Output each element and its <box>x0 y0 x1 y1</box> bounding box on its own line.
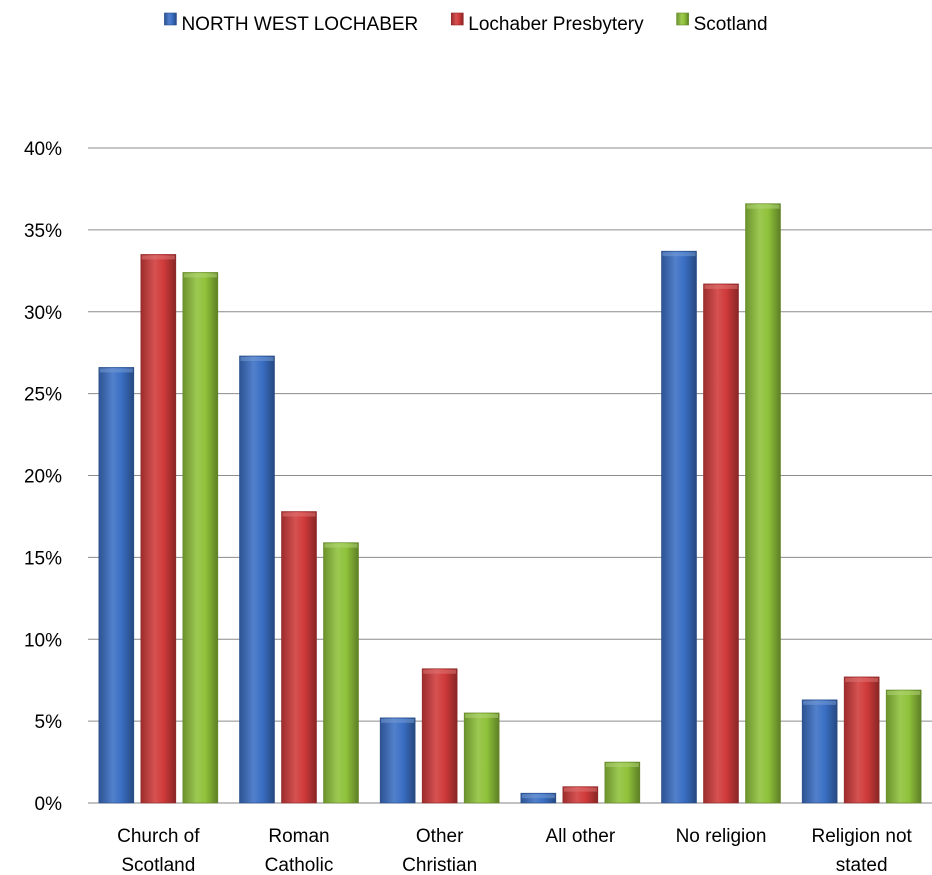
y-tick-label: 20% <box>24 467 62 488</box>
y-tick-label: 5% <box>35 712 63 733</box>
bar-highlight <box>746 204 780 209</box>
bar-highlight <box>845 677 879 682</box>
bar-highlight <box>465 713 499 718</box>
bar <box>140 254 177 804</box>
y-tick-label: 40% <box>24 139 62 160</box>
bar-highlight <box>183 273 217 278</box>
y-tick-label: 35% <box>24 221 62 242</box>
x-tick-label: Church of Scotland <box>117 826 200 875</box>
bars <box>98 203 922 804</box>
bar-highlight <box>324 543 358 548</box>
legend-swatch <box>450 12 464 26</box>
bar <box>843 676 880 804</box>
y-tick-label: 25% <box>24 385 62 406</box>
bar-highlight <box>803 700 837 705</box>
bar-highlight <box>423 669 457 674</box>
bar <box>182 272 219 804</box>
bar <box>463 712 500 804</box>
legend-swatch <box>676 12 689 26</box>
bar <box>421 668 458 804</box>
bar <box>323 542 359 804</box>
x-tick-label: All other <box>545 826 615 847</box>
bar <box>801 699 838 804</box>
bar-highlight <box>662 252 696 257</box>
bar <box>239 355 275 804</box>
legend: NORTH WEST LOCHABER Lochaber Presbytery Sc… <box>164 12 768 35</box>
bar <box>745 203 781 804</box>
x-tick-label: Other Christian <box>402 826 477 875</box>
bar-highlight <box>381 718 415 723</box>
legend-label: Lochaber Presbytery <box>468 14 644 35</box>
legend-label: NORTH WEST LOCHABER <box>181 14 418 35</box>
bar-highlight <box>282 512 316 517</box>
legend-item: NORTH WEST LOCHABER <box>164 12 418 35</box>
gridlines <box>88 147 932 804</box>
bar-highlight <box>563 787 597 792</box>
bar-highlight <box>887 691 921 696</box>
legend-item: Lochaber Presbytery <box>450 12 644 35</box>
bar-highlight <box>521 794 555 799</box>
x-axis: Church of Scotland Roman Catholic Other Chris… <box>117 826 912 875</box>
bar <box>379 717 416 804</box>
x-tick-label: Religion not stated <box>811 826 912 875</box>
y-tick-label: 30% <box>24 303 62 324</box>
legend-item: Scotland <box>676 12 768 35</box>
bar-highlight <box>240 356 274 361</box>
y-tick-label: 0% <box>35 794 63 815</box>
bar <box>661 250 697 804</box>
legend-label: Scotland <box>694 14 768 35</box>
bar <box>604 761 641 804</box>
legend-swatch <box>164 12 177 26</box>
bar <box>885 689 922 804</box>
y-axis: 0% 5% 10% 15% 20% 25% 30% 35% 40% <box>24 139 62 815</box>
x-tick-label: No religion <box>676 826 767 847</box>
y-tick-label: 15% <box>24 548 62 569</box>
bar <box>281 511 317 804</box>
bar <box>703 283 739 804</box>
bar-highlight <box>141 255 175 260</box>
bar-highlight <box>99 368 133 373</box>
y-tick-label: 10% <box>24 630 62 651</box>
bar-highlight <box>704 284 738 289</box>
bar <box>98 367 135 804</box>
bar-highlight <box>605 763 639 768</box>
x-tick-label: Roman Catholic <box>265 826 334 875</box>
